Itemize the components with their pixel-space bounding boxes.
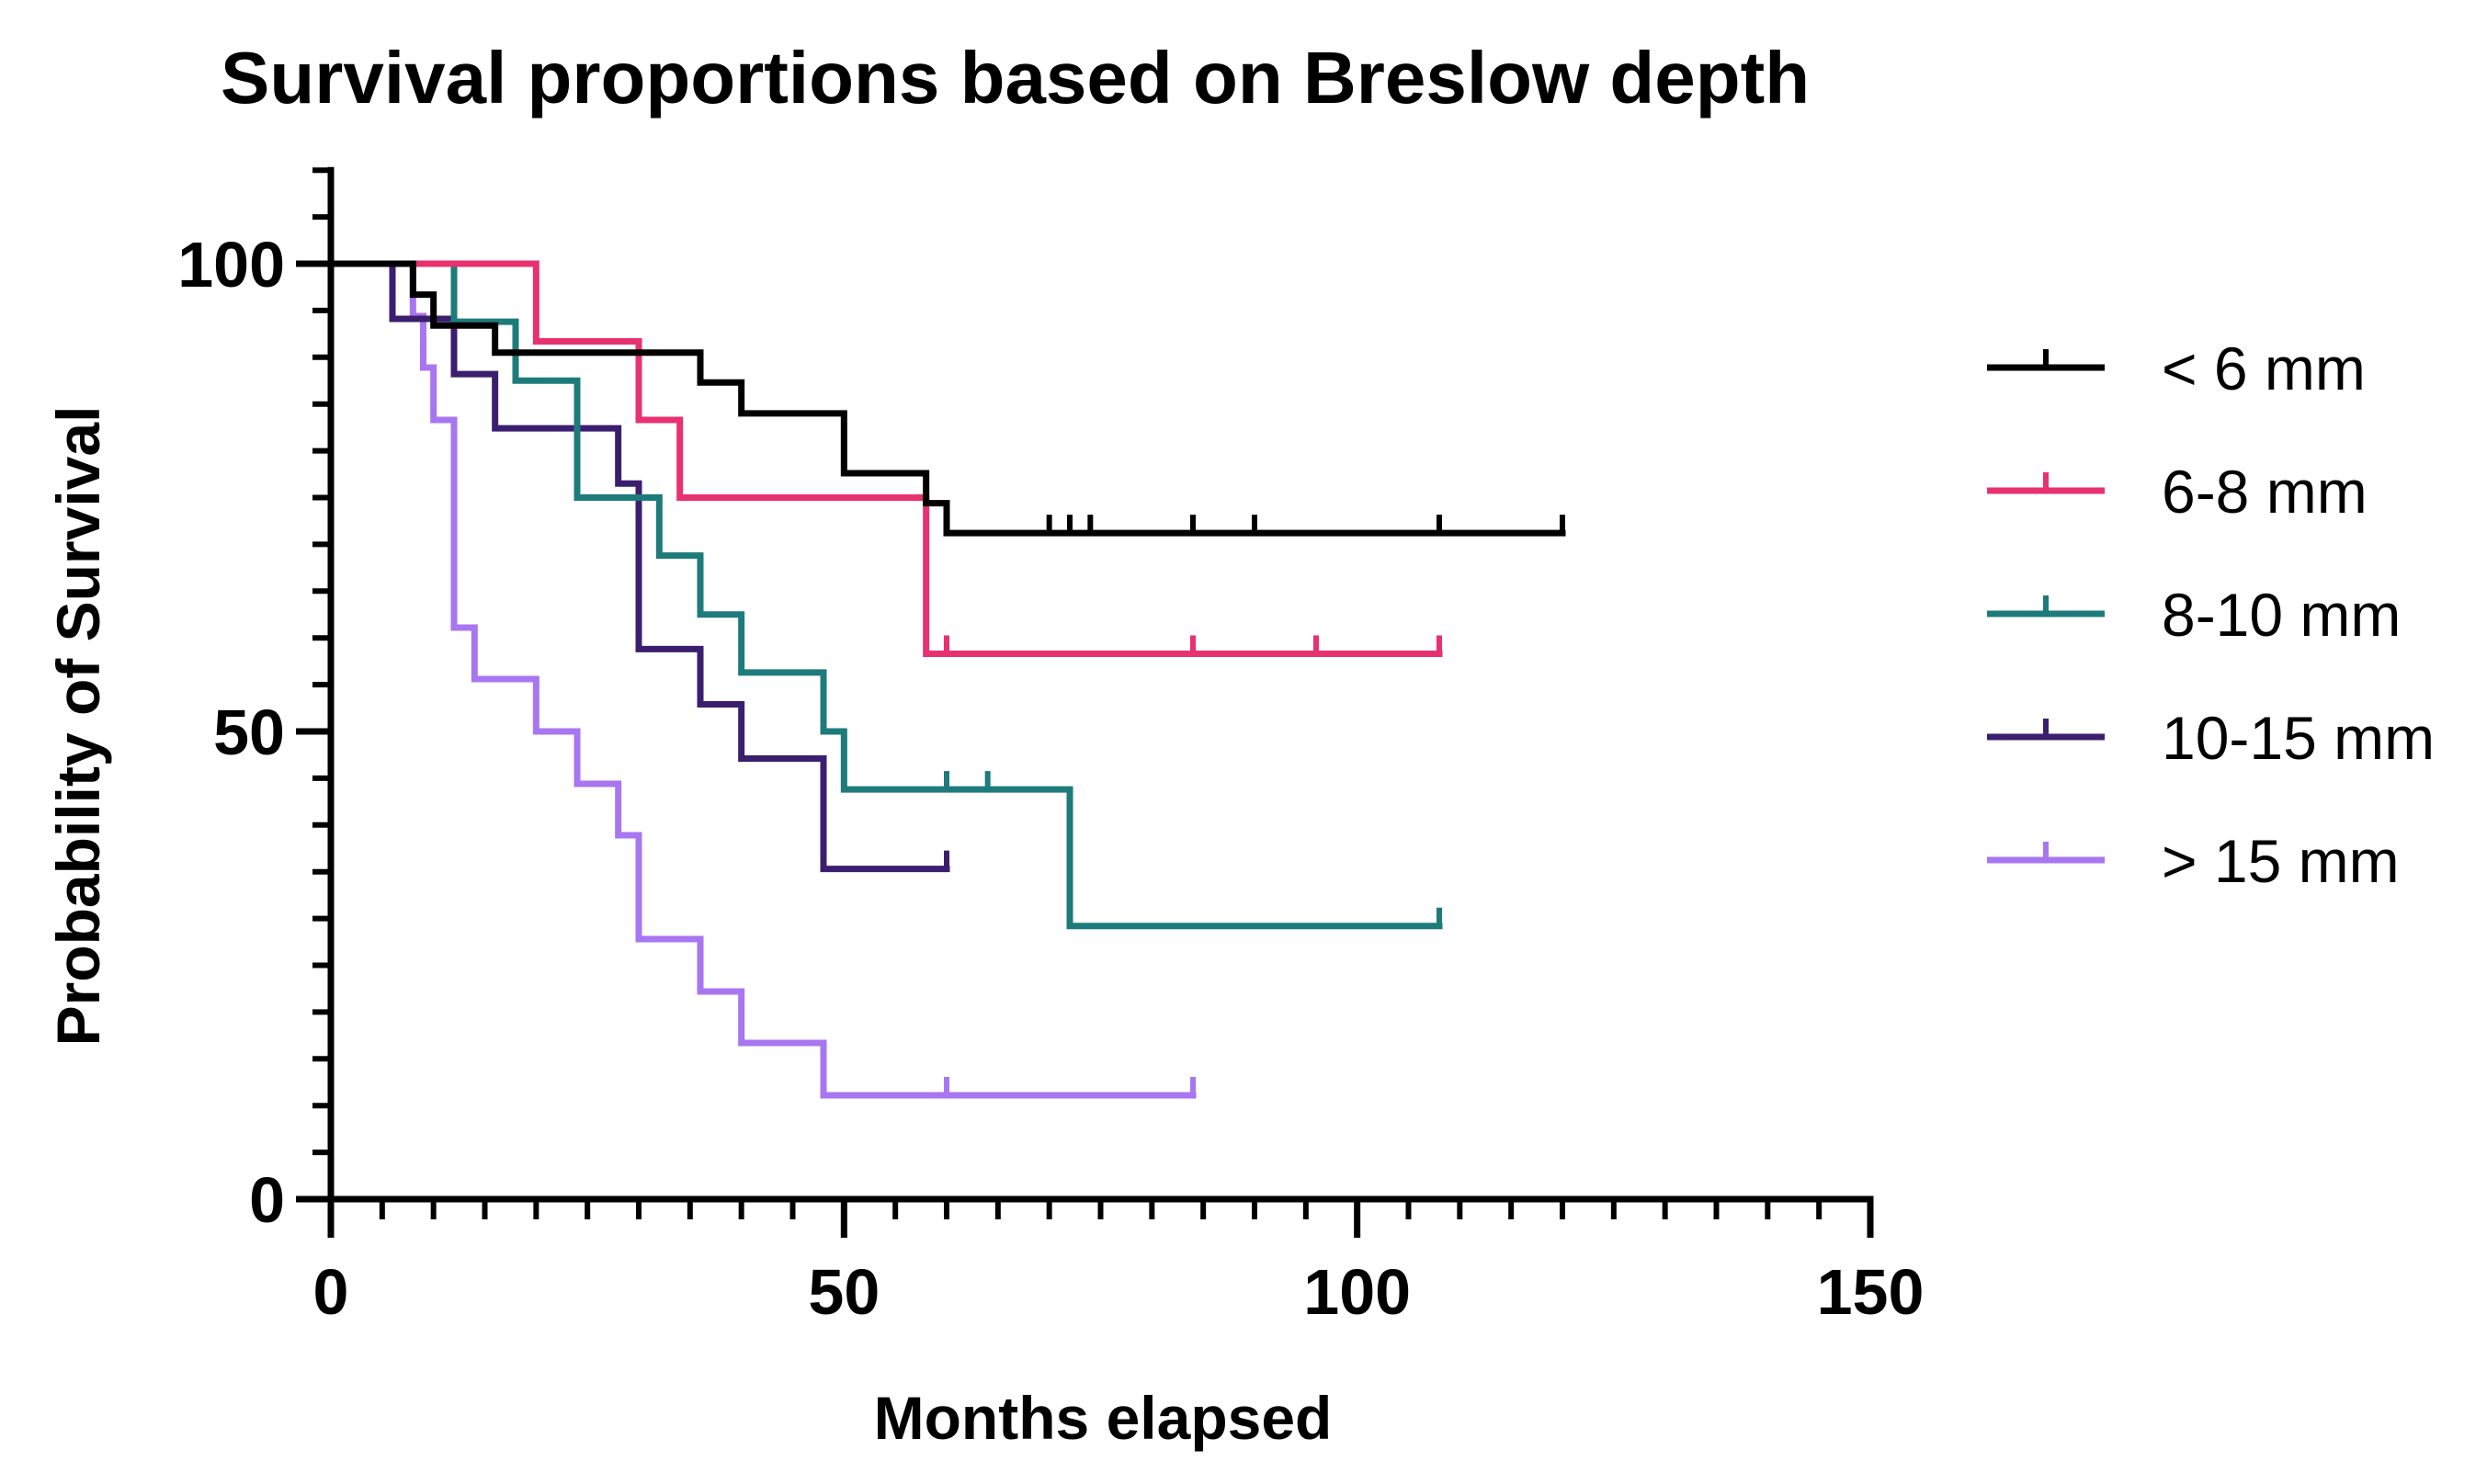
legend-label: < 6 mm — [2162, 334, 2366, 402]
legend-item: 6-8 mm — [1987, 458, 2368, 526]
series-group — [327, 260, 1443, 658]
series-group — [327, 260, 1566, 537]
legend-item: 8-10 mm — [1987, 581, 2401, 649]
legend-item: 10-15 mm — [1987, 704, 2435, 772]
km-step-line — [327, 260, 1443, 658]
chart-title: Survival proportions based on Breslow de… — [221, 37, 1810, 119]
y-tick-label: 100 — [177, 229, 285, 300]
legend-item: > 15 mm — [1987, 827, 2400, 895]
legend-item: < 6 mm — [1987, 334, 2366, 402]
legend-label: 6-8 mm — [2162, 458, 2368, 526]
series-group — [327, 260, 950, 873]
x-tick-label: 50 — [808, 1256, 880, 1328]
x-tick-label: 150 — [1817, 1256, 1925, 1328]
legend-label: 8-10 mm — [2162, 581, 2401, 649]
x-tick-label: 100 — [1303, 1256, 1411, 1328]
y-axis-title: Probability of Survival — [44, 406, 112, 1047]
km-step-line — [327, 260, 1443, 930]
legend: < 6 mm 6-8 mm 8-10 mm 10-15 mm > 15 mm — [1987, 334, 2435, 895]
x-tick-label: 0 — [313, 1256, 349, 1328]
km-step-line — [327, 260, 950, 873]
series-layer — [327, 260, 1566, 1099]
km-step-line — [327, 260, 1566, 537]
legend-label: > 15 mm — [2162, 827, 2400, 895]
y-tick-label: 0 — [249, 1164, 285, 1236]
axes: 0 50 100 0 50 100 150 — [177, 166, 1925, 1328]
legend-label: 10-15 mm — [2162, 704, 2435, 772]
km-step-line — [327, 260, 1197, 1099]
series-group — [327, 260, 1443, 930]
y-tick-label: 50 — [213, 697, 285, 768]
x-axis-title: Months elapsed — [874, 1384, 1333, 1452]
series-group — [327, 260, 1197, 1099]
